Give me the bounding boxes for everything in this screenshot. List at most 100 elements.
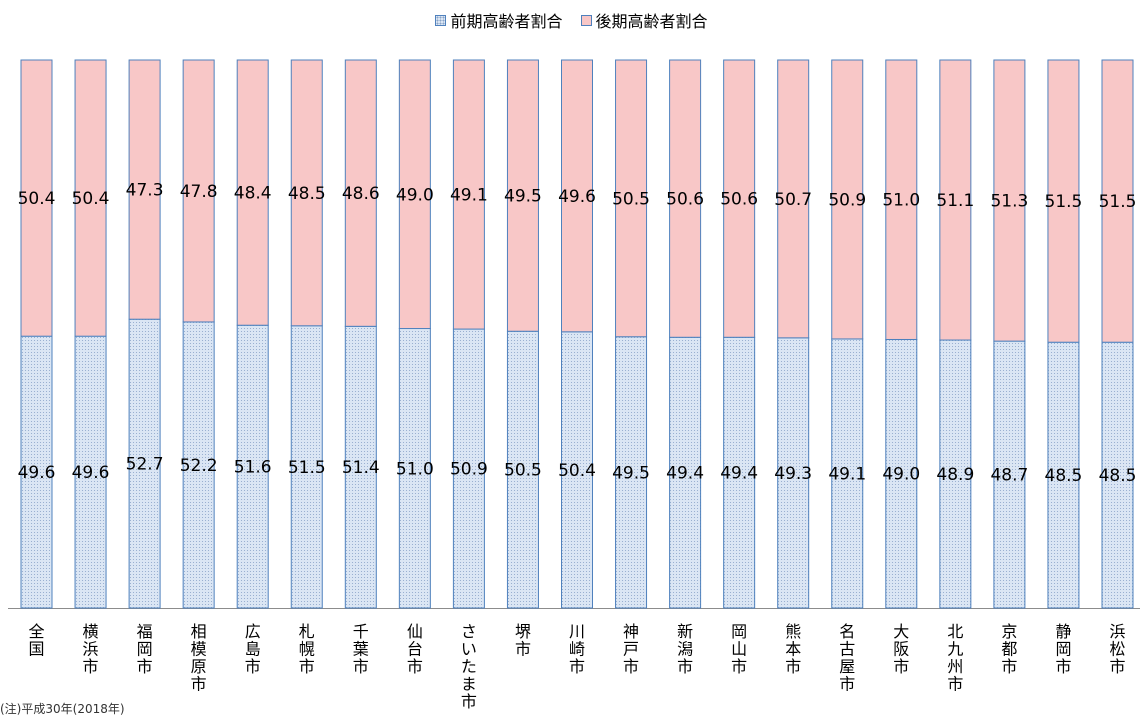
bar-late-1 bbox=[74, 59, 107, 337]
data-labels-layer: 49.6 50.4 49.6 50.4 52.7 47.3 52.2 47.8 51.6 48.4… bbox=[18, 181, 1137, 487]
bar-early-1 bbox=[74, 335, 107, 609]
bar-late-3 bbox=[182, 59, 215, 323]
bar-early-6 bbox=[344, 325, 377, 609]
data-label-early-3: 52.2 bbox=[180, 456, 218, 476]
category-label-18: 京都市 bbox=[1001, 622, 1017, 676]
bar-late-9 bbox=[506, 59, 539, 332]
chart-legend: 前期高齢者割合 後期高齢者割合 bbox=[0, 8, 1143, 32]
category-label-2: 福岡市 bbox=[137, 622, 153, 676]
legend-swatch-late bbox=[580, 14, 592, 26]
bar-late-2 bbox=[128, 59, 161, 320]
data-label-early-1: 49.6 bbox=[72, 463, 110, 483]
bar-early-8 bbox=[452, 328, 485, 609]
bar-late-15 bbox=[831, 59, 864, 340]
data-label-early-16: 49.0 bbox=[882, 465, 920, 485]
data-label-early-10: 50.4 bbox=[558, 461, 596, 481]
bar-early-19 bbox=[1047, 341, 1080, 609]
category-label-14: 熊本市 bbox=[785, 622, 801, 676]
bar-early-2 bbox=[128, 318, 161, 609]
data-label-late-5: 48.5 bbox=[288, 184, 326, 204]
data-label-late-17: 51.1 bbox=[936, 191, 974, 211]
bar-late-16 bbox=[885, 59, 918, 340]
bar-early-9 bbox=[506, 330, 539, 609]
legend-label-early: 前期高齢者割合 bbox=[450, 12, 563, 31]
category-label-15: 名古屋市 bbox=[839, 622, 855, 694]
legend-item-late: 後期高齢者割合 bbox=[580, 8, 708, 32]
data-label-late-15: 50.9 bbox=[828, 190, 866, 210]
category-label-20: 浜松市 bbox=[1109, 622, 1125, 676]
data-label-early-6: 51.4 bbox=[342, 458, 380, 478]
legend-item-early: 前期高齢者割合 bbox=[435, 8, 563, 32]
data-label-late-0: 50.4 bbox=[18, 189, 56, 209]
bar-late-13 bbox=[723, 59, 756, 338]
bar-late-17 bbox=[939, 59, 972, 341]
data-label-early-11: 49.5 bbox=[612, 463, 650, 483]
bar-early-17 bbox=[939, 339, 972, 609]
data-label-late-12: 50.6 bbox=[666, 190, 704, 210]
data-label-late-13: 50.6 bbox=[720, 190, 758, 210]
data-label-early-18: 48.7 bbox=[990, 466, 1028, 486]
data-label-early-14: 49.3 bbox=[774, 464, 812, 484]
data-label-late-10: 49.6 bbox=[558, 187, 596, 207]
bar-early-18 bbox=[993, 340, 1026, 609]
bar-late-7 bbox=[398, 59, 431, 330]
data-label-late-7: 49.0 bbox=[396, 185, 434, 205]
category-label-1: 横浜市 bbox=[83, 622, 99, 676]
data-label-early-9: 50.5 bbox=[504, 461, 542, 481]
bar-early-5 bbox=[290, 325, 323, 609]
data-label-late-16: 51.0 bbox=[882, 191, 920, 211]
bar-early-10 bbox=[561, 331, 593, 609]
bar-early-4 bbox=[236, 324, 269, 609]
category-label-19: 静岡市 bbox=[1055, 622, 1071, 676]
bar-early-0 bbox=[20, 335, 53, 609]
data-label-early-20: 48.5 bbox=[1099, 466, 1137, 486]
bar-late-8 bbox=[452, 59, 485, 330]
bar-late-0 bbox=[20, 59, 53, 337]
data-label-late-8: 49.1 bbox=[450, 186, 488, 206]
data-label-late-3: 47.8 bbox=[180, 182, 218, 202]
category-label-5: 札幌市 bbox=[299, 622, 315, 676]
bar-late-20 bbox=[1101, 59, 1134, 343]
category-label-3: 相模原市 bbox=[191, 622, 207, 694]
data-label-late-1: 50.4 bbox=[72, 189, 110, 209]
bar-late-14 bbox=[777, 59, 810, 339]
data-label-late-6: 48.6 bbox=[342, 184, 380, 204]
footnote: (注)平成30年(2018年) bbox=[0, 702, 125, 716]
bar-late-5 bbox=[290, 59, 323, 327]
bar-late-10 bbox=[561, 59, 593, 333]
bar-late-12 bbox=[669, 59, 702, 338]
category-labels-layer: 全国 横浜市 福岡市 相模原市 広島市 札幌市 千葉市 仙台市 さいたま市 堺市 川崎市 神戸市 新潟市… bbox=[28, 622, 1125, 711]
bar-late-18 bbox=[993, 59, 1026, 342]
data-label-late-19: 51.5 bbox=[1045, 192, 1083, 212]
bar-early-16 bbox=[885, 338, 918, 609]
data-label-early-0: 49.6 bbox=[18, 463, 56, 483]
category-label-4: 広島市 bbox=[245, 622, 261, 676]
category-label-0: 全国 bbox=[28, 622, 44, 659]
data-label-late-2: 47.3 bbox=[126, 181, 164, 201]
category-label-9: 堺市 bbox=[515, 622, 531, 659]
category-label-11: 神戸市 bbox=[623, 622, 639, 676]
data-label-late-18: 51.3 bbox=[990, 192, 1028, 212]
data-label-early-15: 49.1 bbox=[828, 464, 866, 484]
bar-early-13 bbox=[723, 336, 756, 609]
data-label-early-4: 51.6 bbox=[234, 458, 272, 478]
category-label-8: さいたま市 bbox=[461, 622, 477, 711]
category-label-16: 大阪市 bbox=[893, 622, 909, 676]
legend-swatch-early bbox=[435, 14, 447, 26]
bar-late-6 bbox=[344, 59, 377, 327]
bar-late-4 bbox=[236, 59, 269, 326]
data-label-early-5: 51.5 bbox=[288, 458, 326, 478]
data-label-early-19: 48.5 bbox=[1045, 466, 1083, 486]
bar-early-11 bbox=[615, 336, 648, 609]
data-label-late-11: 50.5 bbox=[612, 189, 650, 209]
data-label-early-17: 48.9 bbox=[936, 465, 974, 485]
bar-late-11 bbox=[615, 59, 648, 338]
data-label-early-8: 50.9 bbox=[450, 460, 488, 480]
category-label-17: 北九州市 bbox=[947, 622, 963, 694]
category-label-7: 仙台市 bbox=[407, 622, 423, 676]
bar-late-19 bbox=[1047, 59, 1080, 343]
data-label-early-13: 49.4 bbox=[720, 464, 758, 484]
data-label-late-9: 49.5 bbox=[504, 187, 542, 207]
legend-label-late: 後期高齢者割合 bbox=[595, 12, 708, 31]
